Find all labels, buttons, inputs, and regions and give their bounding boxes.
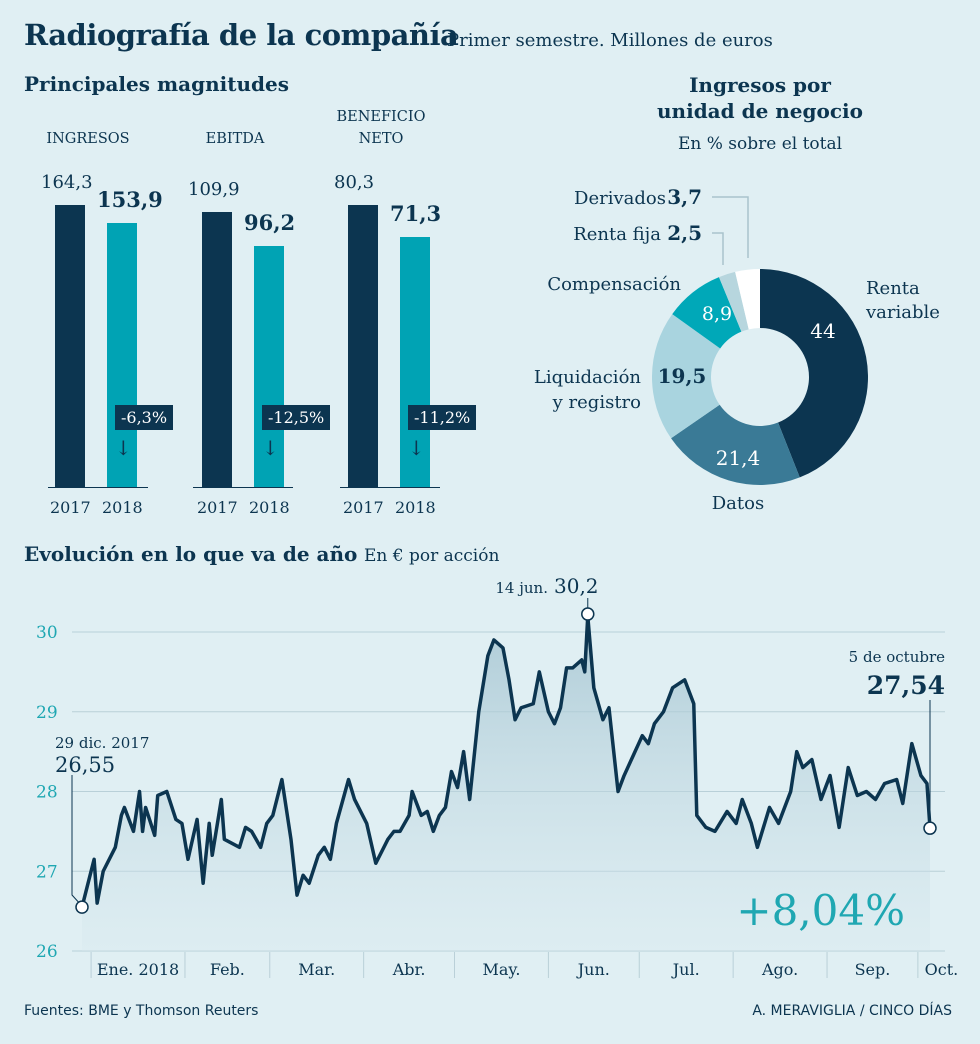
x-tick-label: 2017 <box>197 498 238 517</box>
x-tick-label: Ago. <box>761 960 798 979</box>
x-tick-label: 2018 <box>102 498 143 517</box>
x-tick-label: Abr. <box>392 960 426 979</box>
annotation-line <box>71 775 83 907</box>
change-badge: -12,5% <box>262 405 331 430</box>
bar-2018 <box>254 246 284 487</box>
data-label: 96,2 <box>244 210 296 236</box>
change-badge: -11,2% <box>408 405 477 430</box>
bar-2018 <box>107 222 137 487</box>
arrow-down-icon: ↓ <box>262 436 279 460</box>
baseline <box>48 487 148 488</box>
donut-slice <box>652 314 721 439</box>
annotation-value: 30,2 <box>554 574 599 598</box>
bar-2017 <box>55 205 85 487</box>
annotation-date: 5 de octubre <box>849 648 945 666</box>
slice-value: 3,7 <box>667 185 702 209</box>
bar-2017 <box>348 205 378 487</box>
donut-slice <box>735 269 760 330</box>
change-badge: -6,3% <box>115 405 174 430</box>
x-tick-label: Feb. <box>210 960 245 979</box>
data-label: 109,9 <box>188 179 240 200</box>
data-label: 164,3 <box>41 172 93 193</box>
x-tick-label: May. <box>482 960 520 979</box>
slice-name: Renta <box>866 278 920 299</box>
y-tick-label: 26 <box>36 942 58 962</box>
slice-name: Derivados <box>574 188 666 209</box>
slice-value: 19,5 <box>658 364 707 388</box>
x-tick-label: Oct. <box>925 960 959 979</box>
baseline <box>193 487 293 488</box>
slice-name: variable <box>865 302 940 323</box>
category-label-line: NETO <box>358 131 404 147</box>
x-tick-label: Sep. <box>855 960 891 979</box>
category-label-line: INGRESOS <box>46 131 130 147</box>
slice-value: 8,9 <box>702 303 732 325</box>
x-tick-label: Ene. 2018 <box>97 960 179 979</box>
donut-title-line: Ingresos por <box>689 73 831 97</box>
slice-value: 44 <box>810 319 835 343</box>
slice-name: Liquidación <box>534 367 642 388</box>
donut-subtitle: En % sobre el total <box>677 134 843 154</box>
x-tick-label: Jul. <box>671 960 700 979</box>
x-tick-label: 2017 <box>50 498 91 517</box>
y-tick-label: 29 <box>36 703 58 723</box>
donut-title: Ingresos por unidad de negocio <box>640 72 880 124</box>
sources: Fuentes: BME y Thomson Reuters <box>24 1003 259 1019</box>
slice-name: Compensación <box>547 274 681 295</box>
bars-title: Principales magnitudes <box>24 72 289 96</box>
arrow-down-icon: ↓ <box>408 436 425 460</box>
line-title: Evolución en lo que va de año <box>24 542 358 566</box>
data-label: 80,3 <box>334 172 375 193</box>
donut-title-line: unidad de negocio <box>657 99 863 123</box>
x-tick-label: 2017 <box>343 498 384 517</box>
category-label-line: BENEFICIO <box>336 109 426 125</box>
start-marker <box>75 900 89 914</box>
peak-marker <box>581 607 595 621</box>
line-subtitle: En € por acción <box>364 546 500 566</box>
donut-chart: 44 21,4 19,5 8,9 Renta variable Datos Liquidaci… <box>534 185 940 514</box>
x-tick-label: 2018 <box>395 498 436 517</box>
category-label: EBITDA <box>170 128 300 150</box>
page-subtitle: Primer semestre. Millones de euros <box>447 30 773 51</box>
annotation-date: 29 dic. 2017 <box>55 734 149 752</box>
x-tick-label: Mar. <box>298 960 335 979</box>
end-marker <box>923 821 937 835</box>
credit: A. MERAVIGLIA / CINCO DÍAS <box>752 1003 952 1019</box>
bar-2017 <box>202 212 232 487</box>
donut-slice <box>760 269 869 478</box>
y-tick-label: 27 <box>36 862 58 882</box>
y-tick-label: 28 <box>36 783 58 803</box>
baseline <box>340 487 440 488</box>
page-title: Radiografía de la compañía <box>24 18 459 52</box>
category-label: INGRESOS <box>23 128 153 150</box>
data-label: 71,3 <box>390 200 442 226</box>
leader-line <box>712 232 724 265</box>
slice-value: 21,4 <box>716 446 761 470</box>
x-tick-label: 2018 <box>249 498 290 517</box>
slice-name: y registro <box>552 392 641 413</box>
donut-slice <box>672 277 742 349</box>
slice-value: 2,5 <box>667 221 702 245</box>
category-label-line: EBITDA <box>205 131 265 147</box>
arrow-down-icon: ↓ <box>115 436 132 460</box>
annotation-value: 27,54 <box>867 671 945 700</box>
slice-name: Datos <box>712 493 764 514</box>
donut-slice <box>671 404 800 485</box>
annotation-date: 14 jun. <box>495 579 548 597</box>
line-chart: 26 27 28 29 30 Ene. 2018 Feb. Mar. Abr. May. Jun. J… <box>36 574 959 979</box>
annotation-value: 26,55 <box>55 753 115 777</box>
bar-2018 <box>400 236 430 487</box>
leader-line <box>712 196 749 258</box>
data-label: 153,9 <box>97 186 163 212</box>
x-tick-label: Jun. <box>576 960 610 979</box>
change-label: +8,04% <box>736 886 905 935</box>
category-label: BENEFICIO NETO <box>316 106 446 150</box>
y-tick-label: 30 <box>36 623 58 643</box>
slice-name: Renta fija <box>573 224 661 245</box>
donut-slice <box>718 271 749 332</box>
price-line <box>80 614 932 908</box>
